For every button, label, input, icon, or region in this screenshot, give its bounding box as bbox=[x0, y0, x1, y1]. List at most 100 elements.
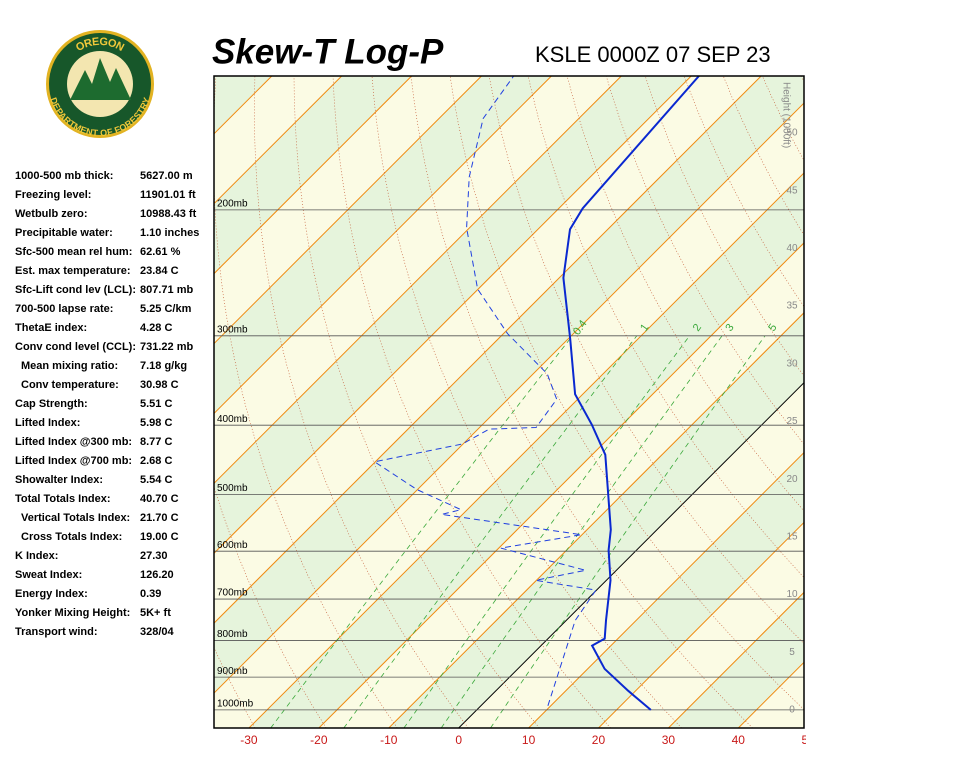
stat-value: 11901.01 ft bbox=[140, 189, 196, 201]
height-tick-label: 5 bbox=[789, 647, 795, 658]
x-tick-label: -10 bbox=[380, 733, 398, 747]
mixing-ratio-line bbox=[440, 335, 723, 728]
isotherm bbox=[214, 102, 804, 694]
dry-adiabat bbox=[879, 76, 960, 728]
isotherm bbox=[214, 76, 482, 345]
y-tick-label: 1000mb bbox=[217, 699, 254, 710]
y-tick-label: 900mb bbox=[217, 666, 248, 677]
y-tick-label: 600mb bbox=[217, 540, 248, 551]
dry-adiabat bbox=[293, 76, 540, 728]
isotherm bbox=[214, 76, 692, 554]
mixing-ratio-label: 2 bbox=[691, 322, 704, 334]
height-axis-label: Height (1000ft) bbox=[780, 82, 791, 148]
stat-label: Wetbulb zero: bbox=[15, 208, 88, 220]
stat-value: 731.22 mb bbox=[140, 341, 193, 353]
y-tick-label: 200mb bbox=[217, 198, 248, 209]
stat-value: 23.84 C bbox=[140, 265, 179, 277]
chart-title: Skew-T Log-P bbox=[212, 32, 444, 71]
stat-value: 62.61 % bbox=[140, 246, 181, 258]
stat-label: Sfc-500 mean rel hum: bbox=[15, 246, 132, 258]
height-tick-label: 40 bbox=[786, 243, 798, 254]
dry-adiabat bbox=[371, 76, 682, 728]
stat-label: Precipitable water: bbox=[15, 227, 113, 239]
logo-trees bbox=[70, 58, 131, 100]
mixing-ratio-label: 5 bbox=[766, 322, 779, 334]
x-tick-label: 20 bbox=[592, 733, 606, 747]
isotherm bbox=[388, 312, 804, 728]
dry-adiabat bbox=[801, 76, 804, 83]
dry-adiabat bbox=[840, 76, 960, 728]
y-tick-label: 700mb bbox=[217, 588, 248, 599]
y-tick-label: 400mb bbox=[217, 414, 248, 425]
stat-value: 5627.00 m bbox=[140, 170, 193, 182]
stat-value: 27.30 bbox=[140, 550, 168, 562]
isotherm bbox=[318, 242, 804, 728]
mixing-ratio-line bbox=[343, 335, 638, 728]
stat-label: Conv cond level (CCL): bbox=[15, 341, 136, 353]
plot-area: 0.4 1 2 3 51000mb900mb800mb700mb600mb500mb40… bbox=[214, 76, 960, 728]
isotherm bbox=[214, 76, 762, 624]
band bbox=[214, 76, 804, 694]
isotherm bbox=[458, 381, 804, 728]
stat-label: Conv temperature: bbox=[21, 379, 119, 391]
isotherm bbox=[668, 591, 804, 728]
stat-label: Lifted Index @300 mb: bbox=[15, 436, 132, 448]
mixing-ratio-label: 3 bbox=[723, 322, 736, 334]
stat-value: 5.51 C bbox=[140, 398, 172, 410]
stat-value: 328/04 bbox=[140, 626, 175, 638]
stat-label: 1000-500 mb thick: bbox=[15, 170, 113, 182]
stat-label: Est. max temperature: bbox=[15, 265, 131, 277]
stat-label: Lifted Index @700 mb: bbox=[15, 455, 132, 467]
stat-value: 21.70 C bbox=[140, 512, 179, 524]
x-ticks: -30 -20 -10 0 10 20 30 40 50 bbox=[240, 733, 816, 747]
stat-value: 4.28 C bbox=[140, 322, 172, 334]
isotherm bbox=[214, 76, 412, 275]
stat-label: 700-500 lapse rate: bbox=[15, 303, 113, 315]
x-tick-label: 40 bbox=[732, 733, 746, 747]
stat-label: Energy Index: bbox=[15, 588, 88, 600]
mixing-ratio-line bbox=[490, 335, 766, 728]
mixing-ratio-line bbox=[270, 335, 573, 728]
isotherm bbox=[528, 451, 804, 728]
stat-value: 30.98 C bbox=[140, 379, 179, 391]
stat-value: 1.10 inches bbox=[140, 227, 199, 239]
isotherm bbox=[214, 76, 343, 205]
plot-frame bbox=[213, 75, 805, 729]
stat-value: 2.68 C bbox=[140, 455, 172, 467]
stat-value: 5K+ ft bbox=[140, 607, 171, 619]
height-tick-label: 10 bbox=[786, 589, 798, 600]
isotherm bbox=[214, 76, 622, 485]
stat-label: Sweat Index: bbox=[15, 569, 82, 581]
isotherm bbox=[598, 521, 804, 728]
x-tick-label: -30 bbox=[240, 733, 258, 747]
temperature-line bbox=[562, 76, 700, 711]
x-tick-label: 10 bbox=[522, 733, 536, 747]
stat-label: Lifted Index: bbox=[15, 417, 80, 429]
side-panel: 1000-500 mb thick: 5627.00 m Freezing leve… bbox=[15, 170, 199, 638]
stat-value: 5.98 C bbox=[140, 417, 172, 429]
stat-label: Cross Totals Index: bbox=[21, 531, 122, 543]
stat-value: 19.00 C bbox=[140, 531, 179, 543]
isotherm bbox=[878, 76, 960, 728]
height-tick-label: 15 bbox=[786, 532, 798, 543]
height-tick-label: 0 bbox=[789, 705, 795, 716]
height-tick-label: 25 bbox=[786, 416, 798, 427]
dry-adiabat bbox=[488, 76, 804, 644]
height-tick-label: 45 bbox=[786, 185, 798, 196]
stat-label: Yonker Mixing Height: bbox=[15, 607, 130, 619]
stat-label: ThetaE index: bbox=[15, 322, 87, 334]
band bbox=[808, 76, 960, 728]
height-tick-label: 30 bbox=[786, 358, 798, 369]
stat-value: 10988.43 ft bbox=[140, 208, 197, 220]
y-tick-label: 300mb bbox=[217, 324, 248, 335]
stat-value: 7.18 g/kg bbox=[140, 360, 187, 372]
stat-label: Cap Strength: bbox=[15, 398, 88, 410]
stat-label: K Index: bbox=[15, 550, 58, 562]
x-tick-label: 50 bbox=[802, 733, 816, 747]
chart-subtitle: KSLE 0000Z 07 SEP 23 bbox=[535, 42, 771, 67]
stat-label: Mean mixing ratio: bbox=[21, 360, 118, 372]
height-tick-label: 20 bbox=[786, 474, 798, 485]
stat-label: Showalter Index: bbox=[15, 474, 103, 486]
stat-value: 126.20 bbox=[140, 569, 174, 581]
